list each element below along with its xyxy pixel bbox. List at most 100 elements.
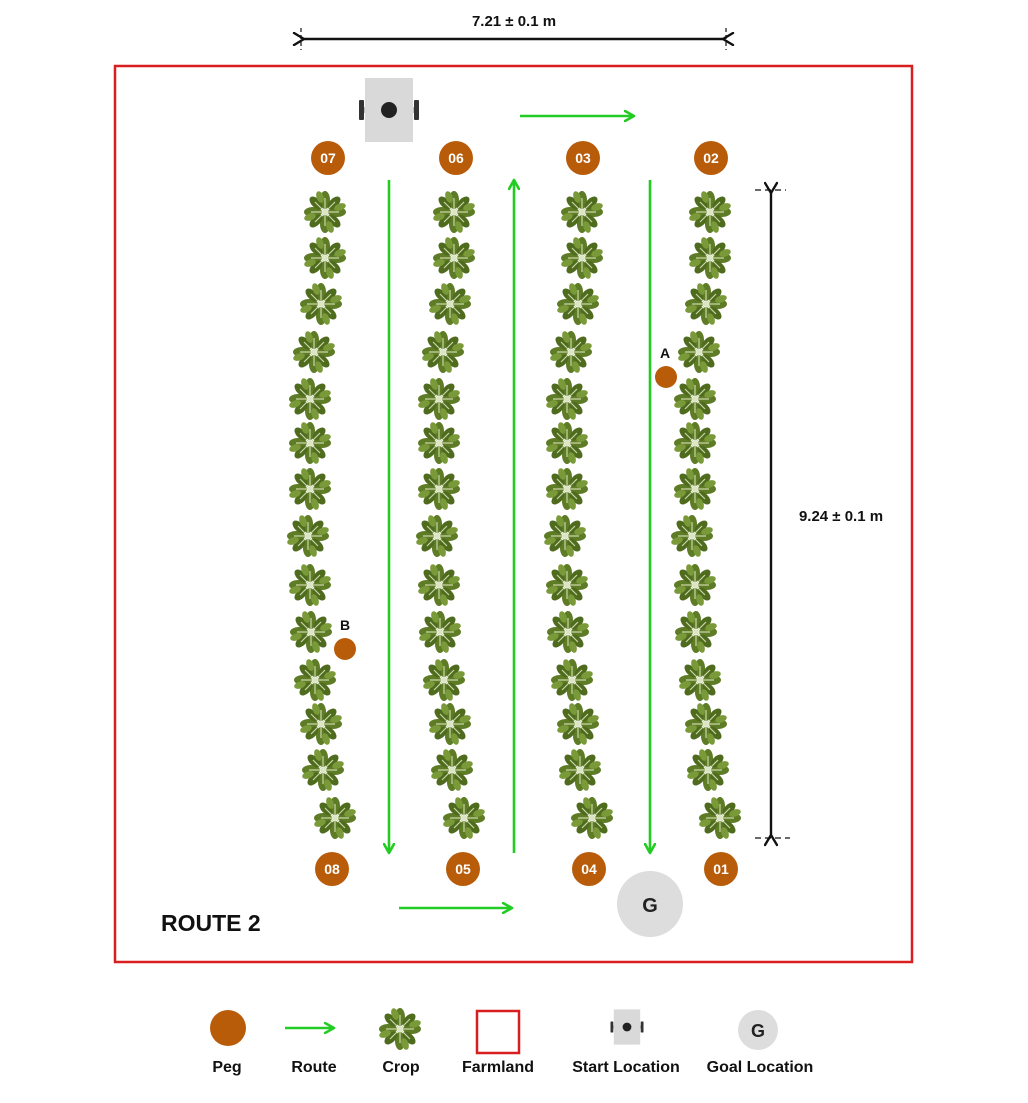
peg-label: 03 <box>575 150 591 166</box>
height-dimension-label: 9.24 ± 0.1 m <box>799 508 883 525</box>
legend-route-label: Route <box>291 1059 337 1076</box>
peg-03: 03 <box>566 141 600 175</box>
marker-a: A <box>655 345 677 388</box>
crop-plant-icon <box>302 235 348 281</box>
crop-plant-icon <box>416 420 462 466</box>
crop-plant-icon <box>557 747 603 793</box>
legend-goal-icon <box>738 1010 778 1050</box>
peg-label: 04 <box>581 861 597 877</box>
peg-04: 04 <box>572 852 606 886</box>
crop-plant-icon <box>416 376 462 422</box>
legend-start-label: Start Location <box>572 1059 680 1076</box>
legend-peg-label: Peg <box>212 1059 242 1076</box>
crop-plant-icon <box>288 609 334 655</box>
crop-plant-icon <box>287 562 333 608</box>
crop-plant-icon <box>683 701 729 747</box>
route-title: ROUTE 2 <box>161 910 261 936</box>
goal-icon <box>617 871 683 937</box>
peg-label: 08 <box>324 861 340 877</box>
crop-plant-icon <box>559 235 605 281</box>
legend-farmland-icon <box>475 1009 521 1055</box>
legend: G <box>210 1006 778 1055</box>
crop-plant-icon <box>676 329 722 375</box>
crop-plant-icon <box>555 701 601 747</box>
crop-plant-icon <box>697 795 743 841</box>
crop-plant-icon <box>672 562 718 608</box>
marker-b-label: B <box>340 617 350 633</box>
pegs-bottom: 08 05 04 01 <box>315 852 738 886</box>
peg-07: 07 <box>311 141 345 175</box>
crop-plant-icon <box>569 795 615 841</box>
peg-05: 05 <box>446 852 480 886</box>
legend-farmland-label: Farmland <box>461 1059 534 1076</box>
crop-plant-icon <box>287 466 333 512</box>
crop-plant-icon <box>542 513 588 559</box>
crop-plant-icon <box>298 701 344 747</box>
peg-label: 07 <box>320 150 336 166</box>
crop-plant-icon <box>559 189 605 235</box>
marker-b: B <box>334 617 356 660</box>
crop-plant-icon <box>687 189 733 235</box>
crop-plant-icon <box>431 189 477 235</box>
crop-plant-icon <box>302 189 348 235</box>
width-dimension: 7.21 ± 0.1 m <box>301 13 726 50</box>
peg-08: 08 <box>315 852 349 886</box>
peg-06: 06 <box>439 141 473 175</box>
crop-plant-icon <box>545 609 591 655</box>
crop-plant-icon <box>287 376 333 422</box>
crop-plant-icon <box>416 562 462 608</box>
marker-a-peg-icon <box>655 366 677 388</box>
crop-plant-icon <box>555 281 601 327</box>
crop-plant-icon <box>672 420 718 466</box>
legend-crop-label: Crop <box>382 1059 420 1076</box>
legend-peg-icon <box>210 1010 246 1046</box>
crop-plant-icon <box>285 513 331 559</box>
width-dimension-label: 7.21 ± 0.1 m <box>472 13 556 30</box>
crop-plant-icon <box>677 657 723 703</box>
legend-start-icon <box>610 1009 644 1045</box>
crop-plant-icon <box>300 747 346 793</box>
crop-plant-icon <box>544 376 590 422</box>
legend-goal-icon-label: G <box>751 1021 765 1041</box>
crop-plant-icon <box>420 329 466 375</box>
farmland-boundary <box>113 64 914 964</box>
crop-plant-icon <box>441 795 487 841</box>
height-dimension: 9.24 ± 0.1 m <box>755 190 883 838</box>
crop-plant-icon <box>292 657 338 703</box>
crop-plant-icon <box>683 281 729 327</box>
crop-plant-icon <box>544 562 590 608</box>
crop-plant-icon <box>287 420 333 466</box>
peg-label: 01 <box>713 861 729 877</box>
crop-plant-icon <box>298 281 344 327</box>
peg-02: 02 <box>694 141 728 175</box>
crop-plant-icon <box>291 329 337 375</box>
legend-goal-label: Goal Location <box>706 1059 814 1076</box>
crop-plant-icon <box>687 235 733 281</box>
crop-plant-icon <box>672 466 718 512</box>
start-robot-icon <box>359 78 419 142</box>
crop-plant-icon <box>427 281 473 327</box>
crop-plant-icon <box>417 609 463 655</box>
crop-plant-icon <box>429 747 475 793</box>
crop-plant-icon <box>312 795 358 841</box>
crop-plant-icon <box>548 329 594 375</box>
pegs-top: 07 06 03 02 <box>311 141 728 175</box>
legend-crop-icon <box>377 1006 423 1052</box>
crop-plant-icon <box>421 657 467 703</box>
crop-plant-icon <box>544 420 590 466</box>
route <box>389 116 650 908</box>
crop-plant-icon <box>669 513 715 559</box>
marker-a-label: A <box>660 345 670 361</box>
crop-plant-icon <box>414 513 460 559</box>
crop-plant-icon <box>685 747 731 793</box>
crop-plant-icon <box>672 376 718 422</box>
peg-label: 06 <box>448 150 464 166</box>
crop-plant-icon <box>544 466 590 512</box>
marker-b-peg-icon <box>334 638 356 660</box>
goal-location: G <box>617 871 683 937</box>
peg-label: 02 <box>703 150 719 166</box>
crop-plant-icon <box>673 609 719 655</box>
crop-plant-icon <box>427 701 473 747</box>
goal-label: G <box>642 895 658 917</box>
